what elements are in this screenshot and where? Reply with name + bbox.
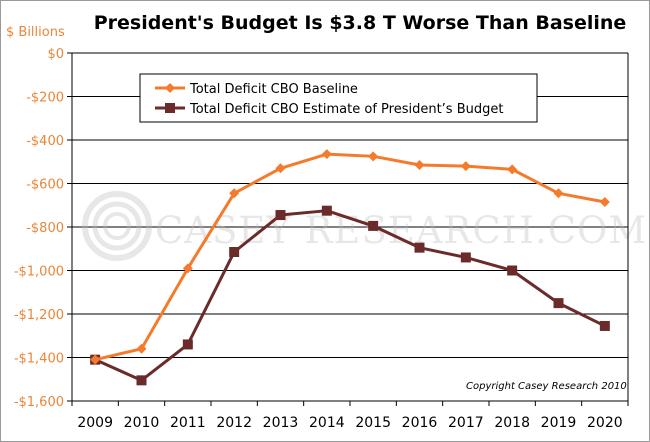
data-point-square (182, 339, 193, 350)
x-tick-label: 2014 (309, 415, 345, 431)
x-tick-label: 2016 (402, 415, 438, 431)
data-point-square (507, 265, 518, 276)
data-point-square (136, 375, 147, 386)
data-point-diamond (553, 188, 564, 199)
data-point-diamond (599, 196, 610, 207)
watermark-text: CASEY RESEARCH.COM (155, 209, 647, 252)
legend-box (139, 73, 538, 123)
data-point-square (321, 205, 332, 216)
x-tick-label: 2019 (541, 415, 577, 431)
x-tick-label: 2011 (170, 415, 206, 431)
data-point-square (460, 252, 471, 263)
data-point-diamond (368, 151, 379, 162)
x-tick-label: 2017 (448, 415, 484, 431)
data-point-diamond (321, 149, 332, 160)
data-point-square (165, 103, 175, 113)
y-tick-label: -$1,200 (14, 308, 64, 323)
watermark-logo: CASEY RESEARCH.COM (82, 191, 647, 261)
copyright-note: Copyright Casey Research 2010 (466, 381, 627, 392)
data-point-diamond (165, 83, 175, 93)
series-line (94, 209, 606, 382)
data-point-diamond (275, 163, 286, 174)
data-point-diamond (182, 263, 193, 274)
x-tick-label: 2012 (216, 415, 252, 431)
y-axis-unit-label: $ Billions (6, 25, 65, 40)
legend-item: Total Deficit CBO Baseline (155, 82, 358, 97)
x-tick-label: 2020 (587, 415, 623, 431)
x-tick-label: 2013 (263, 415, 299, 431)
y-tick-label: -$600 (26, 178, 64, 193)
y-tick-label: -$800 (26, 221, 64, 236)
x-tick-label: 2010 (124, 415, 160, 431)
data-point-square (275, 210, 286, 221)
data-point-diamond (90, 354, 101, 365)
legend-item: Total Deficit CBO Estimate of President’… (155, 102, 503, 117)
data-point-square (368, 220, 379, 231)
y-tick-label: -$200 (26, 91, 64, 106)
y-tick-label: -$1,000 (14, 265, 64, 280)
y-tick-labels: $0 -$200 -$400 -$600 -$800 -$1,000 -$1,200 -$1,… (14, 47, 64, 410)
data-point-square (553, 298, 564, 309)
x-tick-label: 2015 (355, 415, 391, 431)
data-point-square (229, 247, 240, 258)
y-tick-label: -$1,600 (14, 395, 64, 410)
y-tick-label: $0 (47, 47, 64, 62)
series-line (94, 152, 606, 362)
data-point-square (414, 242, 425, 253)
data-point-diamond (136, 343, 147, 354)
series-presidents-budget (90, 205, 610, 386)
axes (67, 52, 629, 406)
data-point-diamond (414, 160, 425, 171)
x-tick-label: 2009 (77, 415, 113, 431)
x-tick-labels: 2009 2010 2011 2012 2013 2014 2015 2016 2017 2018… (77, 415, 622, 431)
data-point-diamond (460, 161, 471, 172)
chart-title: President's Budget Is $3.8 T Worse Than … (93, 12, 627, 34)
x-tick-label: 2018 (494, 415, 530, 431)
y-tick-label: -$1,400 (14, 352, 64, 367)
legend: Total Deficit CBO Baseline Total Deficit … (139, 73, 538, 123)
legend-label: Total Deficit CBO Estimate of President’… (189, 102, 503, 117)
series-baseline (90, 149, 610, 365)
data-point-square (599, 320, 610, 331)
series-group (90, 149, 610, 386)
data-point-diamond (229, 188, 240, 199)
y-tick-label: -$400 (26, 134, 64, 149)
data-point-diamond (507, 164, 518, 175)
legend-label: Total Deficit CBO Baseline (189, 82, 358, 97)
